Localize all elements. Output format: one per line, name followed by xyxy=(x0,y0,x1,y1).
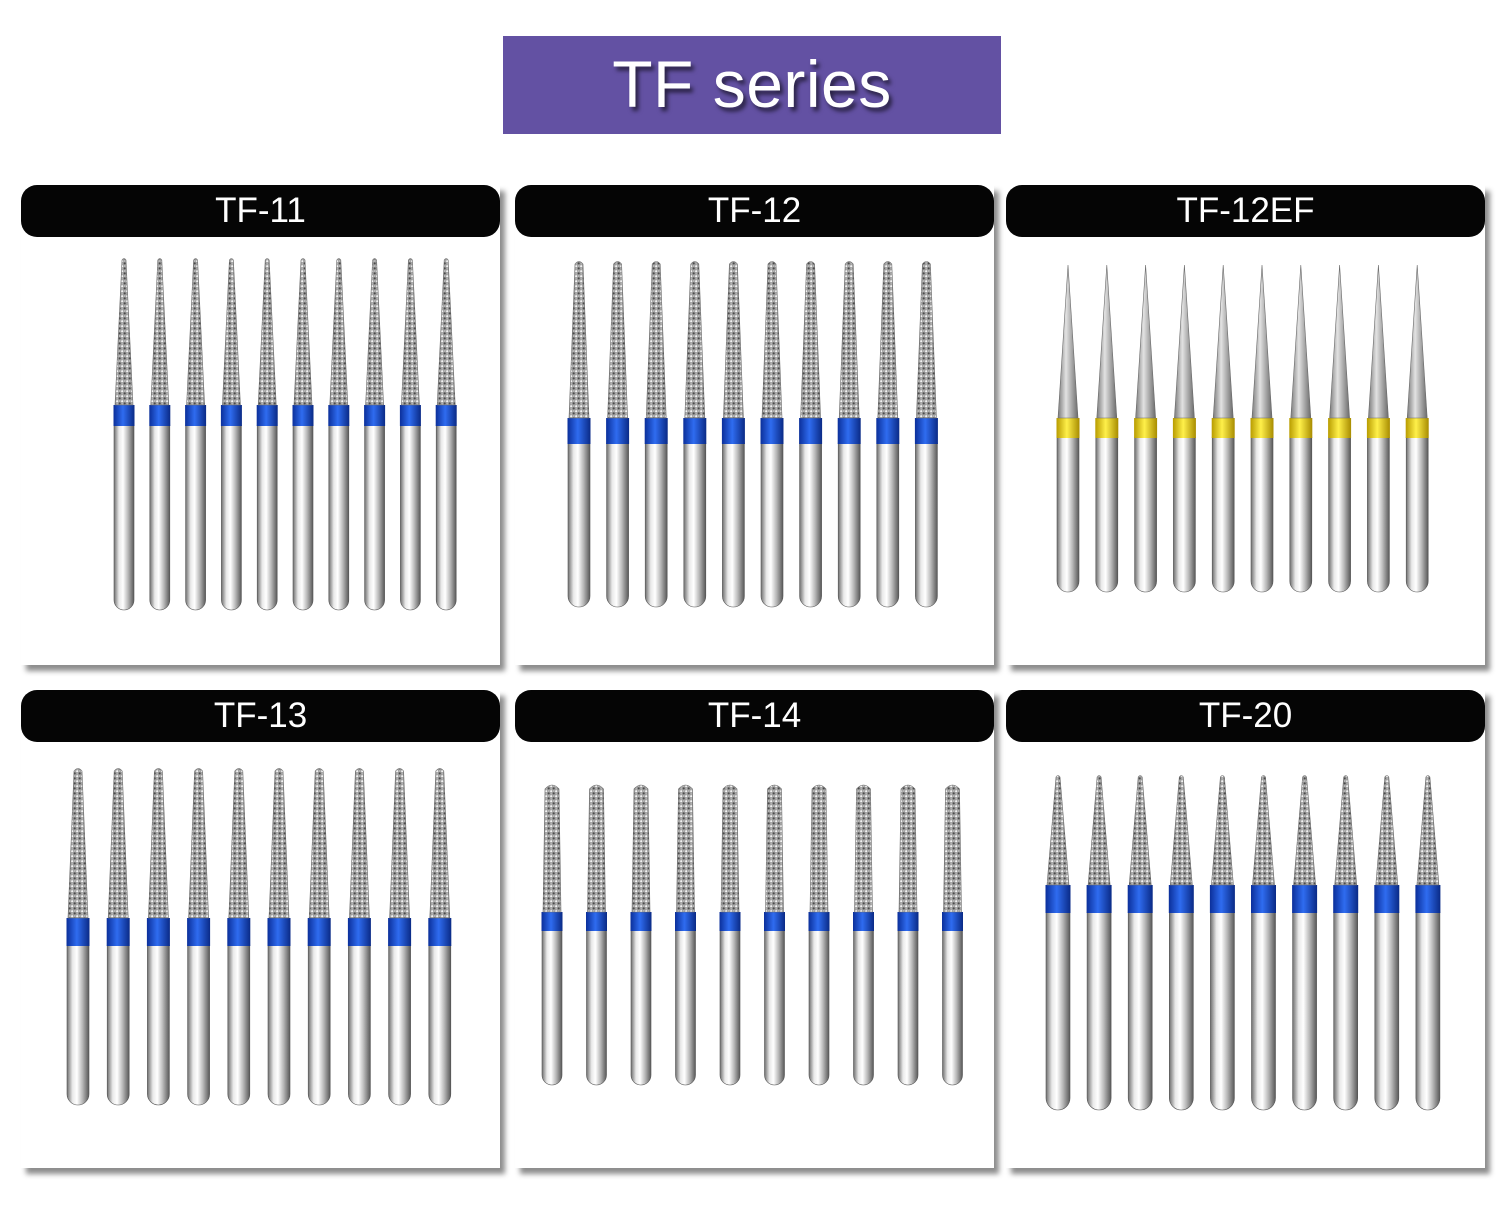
bur-set-image xyxy=(541,784,963,1086)
dental-bur xyxy=(586,784,607,1086)
dental-bur xyxy=(630,784,652,1086)
dental-bur xyxy=(227,768,251,1106)
dental-bur xyxy=(606,261,630,608)
dental-bur xyxy=(719,784,741,1086)
product-label: TF-20 xyxy=(1006,690,1485,742)
dental-bur xyxy=(1095,264,1119,593)
dental-bur xyxy=(1056,264,1080,593)
dental-bur xyxy=(1134,264,1158,593)
dental-bur xyxy=(567,261,591,608)
dental-bur xyxy=(267,768,291,1106)
product-label: TF-13 xyxy=(21,690,500,742)
page-title: TF series xyxy=(612,47,892,121)
dental-bur xyxy=(1366,264,1390,593)
dental-bur xyxy=(1292,775,1318,1111)
dental-bur xyxy=(347,768,371,1106)
bur-set-image xyxy=(1056,264,1429,593)
dental-bur xyxy=(1415,775,1441,1111)
dental-bur xyxy=(683,261,707,608)
dental-bur xyxy=(1374,775,1400,1111)
dental-bur xyxy=(1328,264,1352,593)
dental-bur xyxy=(876,261,900,608)
dental-bur xyxy=(1405,264,1429,593)
dental-bur xyxy=(187,768,211,1106)
dental-bur xyxy=(364,258,386,611)
dental-bur xyxy=(721,261,745,608)
dental-bur xyxy=(837,261,861,608)
dental-bur xyxy=(256,258,278,611)
dental-bur xyxy=(675,784,696,1086)
dental-bur xyxy=(897,784,919,1086)
product-label: TF-14 xyxy=(515,690,994,742)
product-panel-tf-12: TF-12 xyxy=(515,185,994,665)
title-banner: TF series xyxy=(503,36,1001,134)
dental-bur xyxy=(760,261,784,608)
dental-bur xyxy=(1045,775,1071,1111)
bur-set-image xyxy=(567,261,938,608)
dental-bur xyxy=(388,768,412,1106)
dental-bur xyxy=(1211,264,1235,593)
dental-bur xyxy=(808,784,830,1086)
dental-bur xyxy=(1333,775,1359,1111)
dental-bur xyxy=(106,768,130,1106)
product-label: TF-12 xyxy=(515,185,994,237)
dental-bur xyxy=(1172,264,1196,593)
product-label: TF-11 xyxy=(21,185,500,237)
product-panel-tf-11: TF-11 xyxy=(21,185,500,665)
dental-bur xyxy=(185,258,207,611)
bur-set-image xyxy=(1045,775,1441,1111)
dental-bur xyxy=(541,784,563,1086)
dental-bur xyxy=(292,258,314,611)
dental-bur xyxy=(764,784,785,1086)
product-panel-tf-13: TF-13 xyxy=(21,690,500,1168)
dental-bur xyxy=(1127,775,1153,1111)
dental-bur xyxy=(942,784,963,1086)
dental-bur xyxy=(1168,775,1194,1111)
dental-bur xyxy=(799,261,823,608)
dental-bur xyxy=(1289,264,1313,593)
product-panel-tf-12ef: TF-12EF xyxy=(1006,185,1485,665)
dental-bur xyxy=(399,258,421,611)
dental-bur xyxy=(113,258,135,611)
dental-bur xyxy=(146,768,170,1106)
dental-bur xyxy=(328,258,350,611)
dental-bur xyxy=(1086,775,1112,1111)
product-label: TF-12EF xyxy=(1006,185,1485,237)
product-panel-tf-14: TF-14 xyxy=(515,690,994,1168)
dental-bur xyxy=(220,258,242,611)
dental-bur xyxy=(1209,775,1235,1111)
dental-bur xyxy=(853,784,874,1086)
bur-set-image xyxy=(113,258,457,611)
dental-bur xyxy=(1250,264,1274,593)
dental-bur xyxy=(428,768,452,1106)
dental-bur xyxy=(149,258,171,611)
dental-bur xyxy=(1251,775,1276,1111)
dental-bur xyxy=(435,258,457,611)
bur-set-image xyxy=(66,768,452,1106)
product-panel-tf-20: TF-20 xyxy=(1006,690,1485,1168)
dental-bur xyxy=(644,261,668,608)
dental-bur xyxy=(307,768,331,1106)
dental-bur xyxy=(66,768,90,1106)
dental-bur xyxy=(914,261,938,608)
